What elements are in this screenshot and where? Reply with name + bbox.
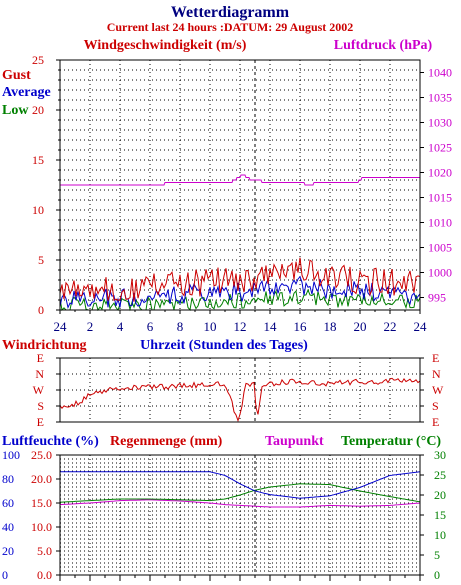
humidity-tick-label: 20 bbox=[2, 544, 14, 558]
wind-tick-label: 10 bbox=[32, 203, 44, 217]
direction-tick-label: N bbox=[35, 367, 44, 381]
dewpoint-line bbox=[59, 499, 421, 508]
temperature-tick-label: 10 bbox=[434, 528, 446, 542]
hour-tick-label: 2 bbox=[87, 319, 94, 334]
legend-gust: Gust bbox=[2, 68, 31, 83]
gust-line bbox=[59, 257, 421, 302]
pressure-tick-label: 995 bbox=[428, 291, 446, 305]
direction-tick-label: E bbox=[37, 415, 44, 429]
pressure-tick-label: 1005 bbox=[428, 241, 452, 255]
temperature-tick-label: 15 bbox=[434, 508, 446, 522]
average-line bbox=[59, 275, 421, 309]
hour-tick-label: 22 bbox=[384, 319, 397, 334]
pressure-tick-label: 1010 bbox=[428, 216, 452, 230]
wind-direction-line bbox=[59, 377, 421, 423]
humidity-axis-label: Luftfeuchte (%) bbox=[2, 434, 99, 449]
humidity-tick-label: 80 bbox=[2, 472, 14, 486]
chart-subtitle: Current last 24 hours :DATUM: 29 August … bbox=[107, 20, 354, 34]
hour-tick-label: 24 bbox=[54, 319, 68, 334]
pressure-axis-label: Luftdruck (hPa) bbox=[334, 38, 433, 53]
direction-tick-label: W bbox=[432, 383, 444, 397]
hour-tick-label: 12 bbox=[234, 319, 247, 334]
humidity-line bbox=[60, 471, 421, 499]
legend-average: Average bbox=[2, 85, 51, 100]
dewpoint-axis-label: Taupunkt bbox=[265, 434, 324, 449]
pressure-tick-label: 1030 bbox=[428, 116, 452, 130]
grid-layer bbox=[60, 60, 420, 575]
rain-tick-label: 20.0 bbox=[31, 472, 52, 486]
pressure-tick-label: 1025 bbox=[428, 141, 452, 155]
rain-tick-label: 15.0 bbox=[31, 496, 52, 510]
hour-tick-label: 20 bbox=[354, 319, 367, 334]
wind-direction-label: Windrichtung bbox=[2, 338, 87, 353]
direction-tick-label: E bbox=[432, 415, 439, 429]
hour-tick-label: 10 bbox=[204, 319, 217, 334]
direction-tick-label: S bbox=[432, 399, 439, 413]
hour-tick-label: 24 bbox=[414, 319, 428, 334]
hour-tick-label: 6 bbox=[147, 319, 154, 334]
pressure-tick-label: 1000 bbox=[428, 266, 452, 280]
axis-layer: 0510152025995100010051010101510201025103… bbox=[2, 53, 452, 582]
pressure-tick-label: 1035 bbox=[428, 91, 452, 105]
pressure-tick-label: 1015 bbox=[428, 191, 452, 205]
chart-title: Wetterdiagramm bbox=[171, 4, 290, 21]
legend-low: Low bbox=[2, 103, 29, 118]
humidity-tick-label: 40 bbox=[2, 520, 14, 534]
rain-tick-label: 5.0 bbox=[37, 544, 52, 558]
temperature-axis-label: Temperatur (°C) bbox=[341, 434, 441, 449]
temperature-tick-label: 5 bbox=[434, 548, 440, 562]
rain-tick-label: 10.0 bbox=[31, 520, 52, 534]
humidity-tick-label: 60 bbox=[2, 496, 14, 510]
humidity-tick-label: 0 bbox=[2, 568, 8, 582]
rain-tick-label: 25.0 bbox=[31, 448, 52, 462]
temperature-tick-label: 20 bbox=[434, 488, 446, 502]
rain-tick-label: 0.0 bbox=[37, 568, 52, 582]
pressure-line bbox=[60, 174, 420, 186]
direction-tick-label: S bbox=[37, 399, 44, 413]
wind-tick-label: 25 bbox=[32, 53, 44, 67]
hour-tick-label: 18 bbox=[324, 319, 337, 334]
temperature-tick-label: 30 bbox=[434, 448, 446, 462]
wind-speed-axis-label: Windgeschwindigkeit (m/s) bbox=[84, 38, 247, 53]
hour-tick-label: 8 bbox=[177, 319, 184, 334]
direction-tick-label: W bbox=[33, 383, 45, 397]
temperature-tick-label: 0 bbox=[434, 568, 440, 582]
wind-tick-label: 15 bbox=[32, 153, 44, 167]
temperature-tick-label: 25 bbox=[434, 468, 446, 482]
humidity-tick-label: 100 bbox=[2, 448, 20, 462]
wind-tick-label: 5 bbox=[38, 253, 44, 267]
pressure-tick-label: 1020 bbox=[428, 166, 452, 180]
wind-tick-label: 20 bbox=[32, 103, 44, 117]
hour-tick-label: 14 bbox=[264, 319, 278, 334]
rain-axis-label: Regenmenge (mm) bbox=[110, 434, 223, 449]
wind-tick-label: 0 bbox=[38, 303, 44, 317]
hour-tick-label: 16 bbox=[294, 319, 308, 334]
direction-tick-label: E bbox=[432, 351, 439, 365]
temperature-line bbox=[59, 483, 421, 503]
pressure-tick-label: 1040 bbox=[428, 66, 452, 80]
x-axis-label: Uhrzeit (Stunden des Tages) bbox=[140, 338, 308, 353]
direction-tick-label: E bbox=[37, 351, 44, 365]
direction-tick-label: N bbox=[432, 367, 441, 381]
hour-tick-label: 4 bbox=[117, 319, 124, 334]
